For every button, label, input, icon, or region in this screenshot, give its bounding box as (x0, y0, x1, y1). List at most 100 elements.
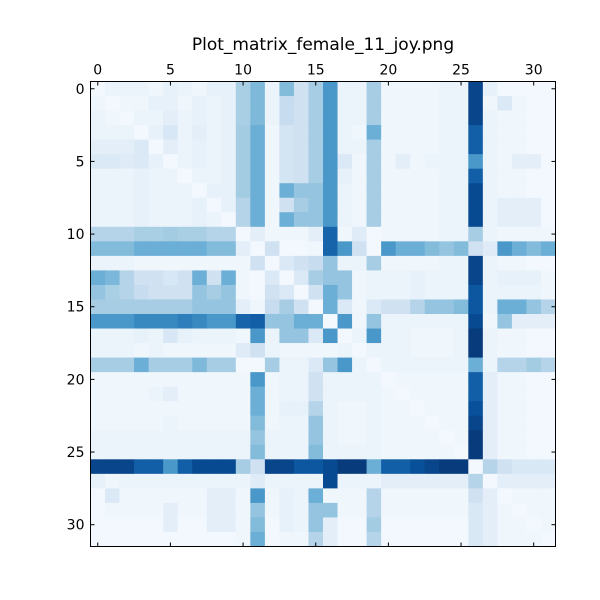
heatmap-cell (337, 502, 353, 518)
heatmap-cell (323, 212, 338, 228)
heatmap-cell (134, 517, 150, 533)
heatmap-cell (468, 212, 484, 228)
heatmap-cell (235, 531, 251, 547)
heatmap-cell (90, 270, 106, 286)
heatmap-cell (381, 212, 397, 228)
heatmap-cell (323, 139, 338, 155)
heatmap-cell (264, 386, 280, 402)
heatmap-cell (497, 502, 513, 518)
heatmap-cell (323, 357, 338, 373)
heatmap-cell (540, 357, 556, 373)
heatmap-cell (293, 531, 309, 547)
heatmap-cell (468, 314, 484, 329)
heatmap-cell (148, 270, 164, 286)
heatmap-cell (352, 125, 367, 141)
heatmap-cell (293, 517, 309, 533)
heatmap-cell (221, 314, 237, 329)
heatmap-cell (366, 96, 382, 111)
heatmap-cell (250, 459, 266, 475)
heatmap-cell (308, 154, 324, 170)
heatmap-cell (337, 372, 353, 388)
heatmap-cell (366, 183, 382, 199)
heatmap-cell (497, 386, 513, 402)
heatmap-cell (540, 314, 556, 329)
heatmap-cell (540, 343, 556, 358)
heatmap-cell (119, 328, 135, 344)
heatmap-cell (177, 270, 193, 286)
heatmap-cell (119, 517, 135, 533)
heatmap-cell (395, 139, 411, 155)
heatmap-cell (293, 270, 309, 286)
heatmap-cell (192, 473, 208, 489)
heatmap-cell (337, 168, 353, 184)
heatmap-cell (424, 357, 440, 373)
heatmap-cell (526, 197, 542, 213)
heatmap-cell (381, 517, 397, 533)
heatmap-cell (177, 401, 193, 417)
heatmap-cell (177, 386, 193, 402)
heatmap-cell (134, 110, 150, 126)
heatmap-cell (410, 401, 426, 417)
heatmap-cell (526, 531, 542, 547)
heatmap-cell (90, 183, 106, 199)
heatmap-cell (337, 125, 353, 141)
heatmap-cell (264, 241, 280, 257)
heatmap-cell (323, 168, 338, 184)
heatmap-cell (366, 314, 382, 329)
heatmap-cell (105, 96, 120, 111)
heatmap-cell (468, 473, 484, 489)
heatmap-cell (381, 415, 397, 431)
heatmap-cell (308, 415, 324, 431)
heatmap-cell (235, 488, 251, 504)
heatmap-cell (177, 299, 193, 315)
heatmap-cell (424, 444, 440, 460)
heatmap-cell (526, 444, 542, 460)
heatmap-cell (337, 488, 353, 504)
heatmap-cell (410, 110, 426, 126)
heatmap-cell (337, 270, 353, 286)
heatmap-cell (192, 168, 208, 184)
heatmap-cell (250, 226, 266, 242)
heatmap-cell (279, 328, 295, 344)
heatmap-cell (105, 110, 120, 126)
heatmap-cell (337, 531, 353, 547)
heatmap-cell (177, 444, 193, 460)
heatmap-cell (482, 372, 498, 388)
heatmap-cell (134, 226, 150, 242)
heatmap-cell (497, 96, 513, 111)
heatmap-cell (511, 502, 527, 518)
heatmap-cell (381, 96, 397, 111)
heatmap-cell (148, 372, 164, 388)
heatmap-cell (163, 401, 179, 417)
heatmap-cell (352, 314, 367, 329)
heatmap-cell (352, 197, 367, 213)
heatmap-cell (337, 81, 353, 97)
heatmap-cell (439, 372, 455, 388)
heatmap-cell (221, 357, 237, 373)
heatmap-cell (352, 154, 367, 170)
heatmap-cell (206, 314, 222, 329)
heatmap-cell (366, 255, 382, 271)
heatmap-cell (221, 96, 237, 111)
heatmap-cell (352, 444, 367, 460)
heatmap-cell (90, 154, 106, 170)
heatmap-cell (119, 299, 135, 315)
heatmap-cell (221, 343, 237, 358)
heatmap-cell (221, 270, 237, 286)
heatmap-cell (293, 459, 309, 475)
heatmap-cell (323, 517, 338, 533)
heatmap-cell (279, 372, 295, 388)
heatmap-cell (192, 415, 208, 431)
heatmap-cell (206, 96, 222, 111)
heatmap-cell (337, 139, 353, 155)
heatmap-cell (381, 154, 397, 170)
heatmap-cell (192, 444, 208, 460)
heatmap-cell (250, 531, 266, 547)
heatmap-cell (163, 386, 179, 402)
heatmap-cell (439, 488, 455, 504)
heatmap-cell (90, 168, 106, 184)
heatmap-cell (235, 343, 251, 358)
heatmap-cell (424, 139, 440, 155)
heatmap-cell (352, 212, 367, 228)
heatmap-cell (439, 197, 455, 213)
